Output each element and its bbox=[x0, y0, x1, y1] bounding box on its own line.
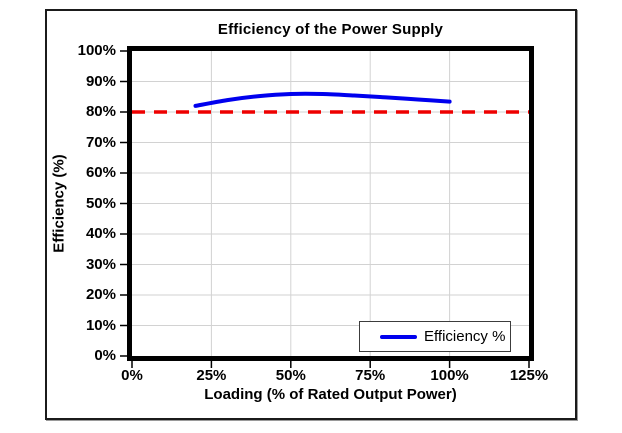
x-tick-label: 0% bbox=[121, 367, 143, 384]
plot-area-border bbox=[127, 46, 534, 361]
series-line-efficiency- bbox=[193, 91, 452, 108]
x-axis-title: Loading (% of Rated Output Power) bbox=[204, 386, 457, 403]
x-tick-label: 100% bbox=[430, 367, 469, 384]
y-tick-label: 20% bbox=[85, 286, 116, 303]
chart-title: Efficiency of the Power Supply bbox=[217, 21, 444, 38]
y-tick-label: 40% bbox=[85, 225, 116, 242]
y-tick-label: 30% bbox=[85, 255, 116, 273]
legend-line-swatch bbox=[380, 334, 417, 339]
y-tick-label: 60% bbox=[85, 164, 116, 181]
y-tick-label: 90% bbox=[85, 72, 116, 90]
x-tick-label: 125% bbox=[509, 367, 549, 384]
y-tick-label: 80% bbox=[85, 103, 116, 120]
x-tick-label: 50% bbox=[275, 367, 306, 384]
x-tick-label: 75% bbox=[355, 367, 386, 384]
legend: Efficiency % bbox=[359, 321, 511, 352]
x-tick-label: 25% bbox=[196, 367, 227, 384]
legend-label: Efficiency % bbox=[424, 328, 506, 345]
y-tick-label: 50% bbox=[85, 194, 116, 212]
y-tick-label: 70% bbox=[85, 133, 116, 151]
y-tick-label: 10% bbox=[85, 316, 116, 334]
y-tick-label: 0% bbox=[94, 347, 116, 364]
y-tick-label: 100% bbox=[77, 42, 116, 59]
